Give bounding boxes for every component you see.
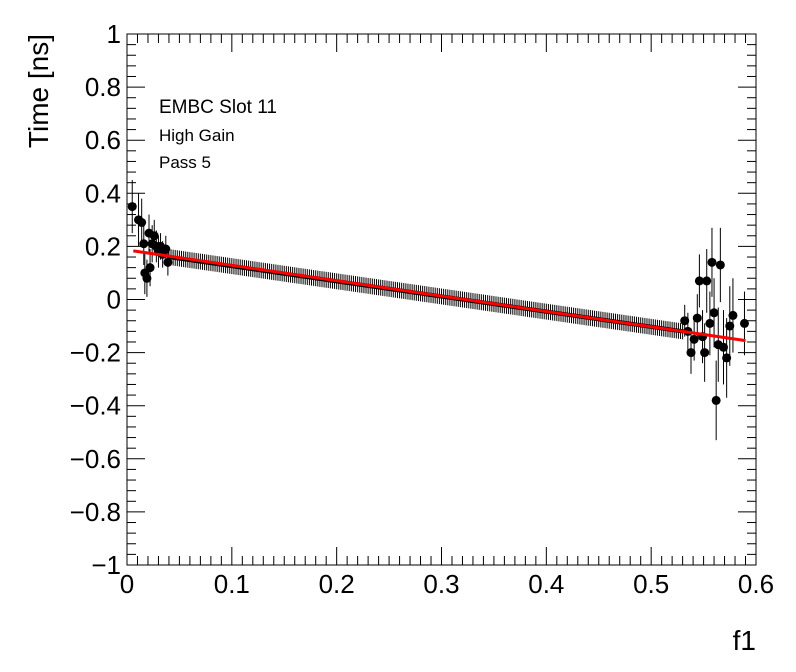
plot-frame — [126, 33, 757, 566]
y-tick-label: 0.2 — [85, 231, 121, 261]
data-point — [719, 342, 729, 352]
data-point — [705, 318, 715, 328]
annotation-gain: High Gain — [159, 126, 235, 145]
y-tick-label: −0.4 — [70, 391, 121, 421]
y-tick-label: 0.8 — [85, 72, 121, 102]
data-point — [702, 276, 712, 286]
data-point — [709, 308, 719, 318]
data-point — [739, 318, 749, 328]
fit-line — [133, 249, 746, 343]
data-point — [711, 395, 721, 405]
data-point — [700, 348, 710, 358]
data-point — [707, 257, 717, 267]
x-tick-label: 0.4 — [528, 569, 564, 599]
data-point — [145, 263, 155, 273]
data-point — [686, 348, 696, 358]
data-point — [149, 231, 159, 241]
y-tick-label: −0.2 — [70, 338, 121, 368]
x-tick-label: 0.2 — [319, 569, 355, 599]
annotation-pass: Pass 5 — [159, 153, 211, 172]
data-point — [680, 316, 690, 326]
data-point — [161, 244, 171, 254]
annotation-slot: EMBC Slot 11 — [159, 97, 277, 118]
y-tick-label: −1 — [91, 550, 121, 580]
data-point — [725, 321, 735, 331]
y-tick-label: 0.4 — [85, 178, 121, 208]
data-point — [163, 257, 173, 267]
data-point — [127, 202, 137, 212]
data-point — [715, 260, 725, 270]
data-point — [722, 353, 732, 363]
data-point — [692, 313, 702, 323]
y-tick-labels: −1 −0.8 −0.6 −0.4 −0.2 0 0.2 0.4 0.6 0.8 1 — [70, 19, 121, 580]
y-tick-label: −0.8 — [70, 497, 121, 527]
data-point — [137, 218, 147, 228]
x-tick-labels: 0 0.1 0.2 0.3 0.4 0.5 0.6 — [120, 569, 774, 599]
data-point — [728, 310, 738, 320]
y-tick-label: −0.6 — [70, 444, 121, 474]
error-bars — [131, 180, 745, 441]
y-tick-label: 0 — [107, 285, 121, 315]
fit-line-layer — [133, 249, 746, 343]
x-tick-label: 0 — [120, 569, 134, 599]
x-tick-label: 0.6 — [738, 569, 774, 599]
y-tick-label: 0.6 — [85, 125, 121, 155]
x-tick-label: 0.3 — [423, 569, 459, 599]
y-tick-label: 1 — [107, 19, 121, 49]
x-tick-label: 0.5 — [633, 569, 669, 599]
data-point — [142, 273, 152, 283]
data-point — [694, 276, 704, 286]
x-tick-label: 0.1 — [214, 569, 250, 599]
y-axis-label: Time [ns] — [23, 34, 54, 148]
data-point — [139, 239, 149, 249]
data-point — [689, 334, 699, 344]
data-points — [127, 202, 749, 405]
x-axis-label: f1 — [733, 625, 756, 656]
